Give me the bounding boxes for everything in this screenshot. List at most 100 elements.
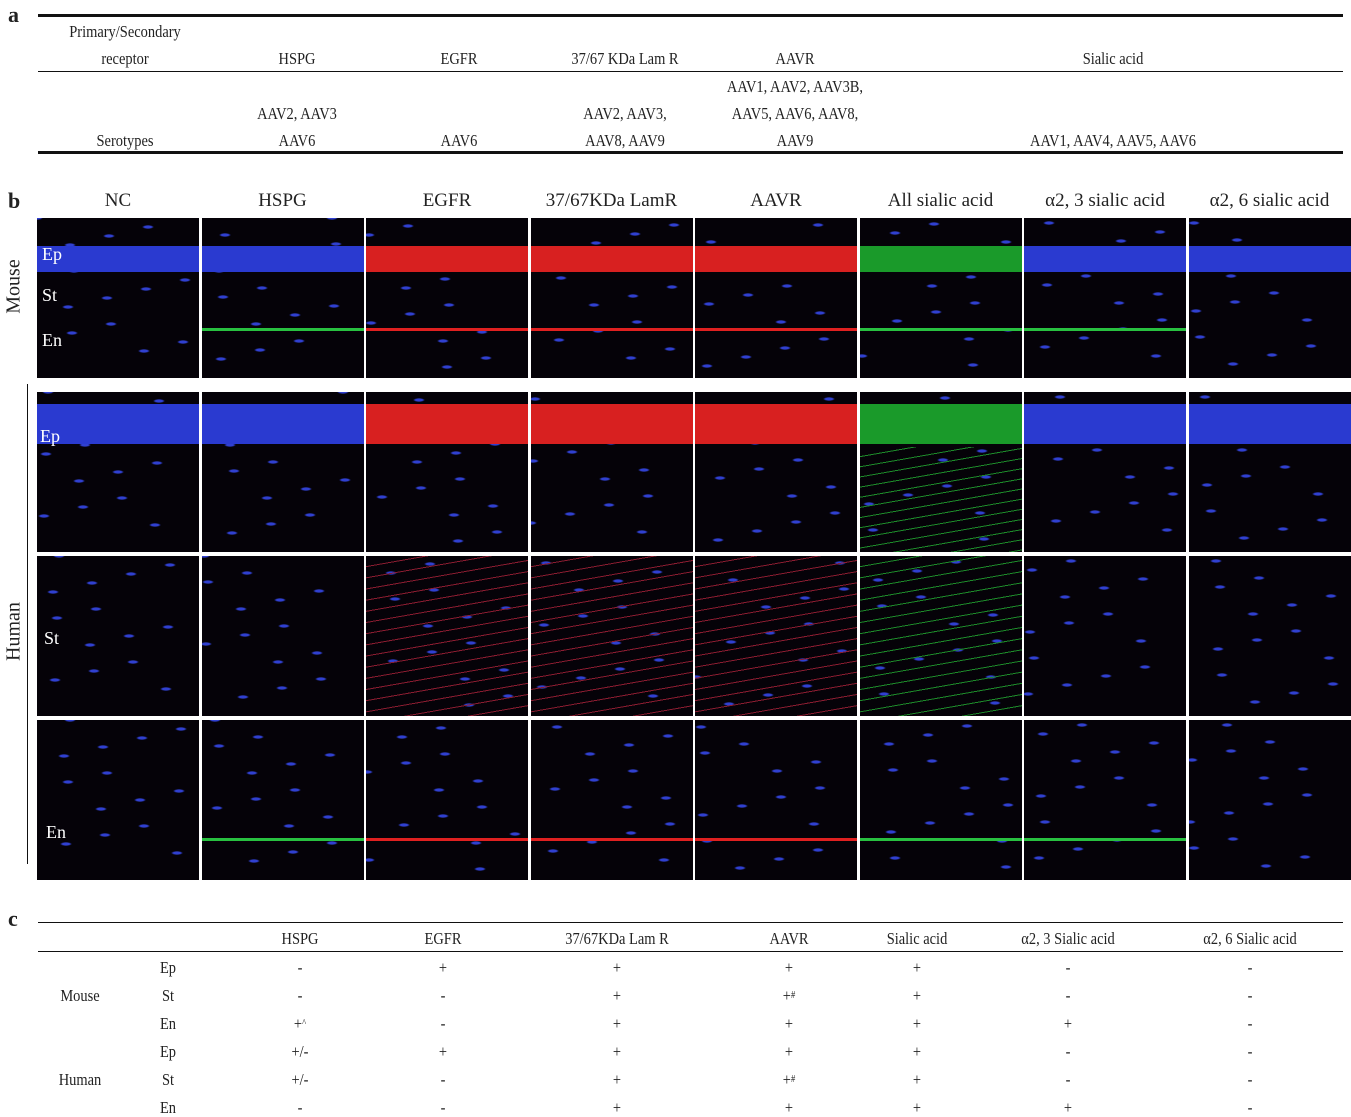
endothelium [202,838,364,841]
table-header: Sialic acid [986,18,1241,72]
epithelium [531,246,693,272]
micrograph [202,218,364,378]
rule [38,922,1343,923]
table-cell: +# [755,1065,823,1093]
epithelium [202,404,364,444]
epithelium [1189,246,1351,272]
table-cell: + [883,1065,951,1093]
table-cell: + [883,981,951,1009]
table-cell: - [1034,1065,1102,1093]
micrograph [366,392,528,552]
endothelium [531,328,693,331]
endothelium [1024,328,1186,331]
cell-text: + [783,982,791,1009]
micrograph [531,218,693,378]
micrograph [1189,218,1351,378]
micrograph [860,218,1022,378]
micrograph [860,392,1022,552]
layer-label: En [144,1009,192,1037]
table-cell: - [409,1093,477,1117]
micrograph [860,720,1022,880]
micrograph [202,556,364,716]
species-label: Human [38,1037,123,1117]
table-cell: + [583,1093,651,1117]
table-cell: - [1034,1037,1102,1065]
bracket [27,384,28,864]
micrograph [37,392,199,552]
table-cell: - [1216,1093,1284,1117]
table-cell: AAV2, AAV3, AAV8, AAV9 [574,72,676,154]
table-cell: + [755,953,823,981]
panel-label: b [8,188,20,214]
stroma-signal [860,556,1022,716]
table-cell: + [1034,1093,1102,1117]
endothelium [1024,838,1186,841]
table-cell: + [583,981,651,1009]
table-cell: + [883,953,951,981]
endothelium [531,838,693,841]
epithelium [860,404,1022,444]
micrograph [37,218,199,378]
table-cell: - [1216,953,1284,981]
epithelium [695,404,857,444]
endothelium [202,328,364,331]
table-cell: - [409,1065,477,1093]
endothelium [366,838,528,841]
table-cell: +/- [266,1065,334,1093]
micrograph [1024,720,1186,880]
table-header: AAVR [710,18,880,72]
layer-label: St [42,285,57,306]
column-header: AAVR [695,190,857,212]
micrograph [1189,392,1351,552]
table-cell: + [409,953,477,981]
epithelium [366,404,528,444]
table-cell: + [583,1065,651,1093]
column-header: HSPG [202,190,364,212]
column-header: 37/67KDa LamR [531,190,693,212]
micrograph [695,218,857,378]
micrograph [366,720,528,880]
table-cell: + [583,1009,651,1037]
table-cell: - [266,981,334,1009]
epithelium [695,246,857,272]
table-cell: - [1034,981,1102,1009]
species-label: Mouse [3,247,26,327]
layer-label: Ep [144,1037,192,1065]
micrograph [202,720,364,880]
endothelium [366,328,528,331]
column-header: NC [37,190,199,212]
layer-label: En [46,822,66,843]
endothelium [860,838,1022,841]
layer-label: St [44,628,59,649]
table-cell: AAV1, AAV4, AAV5, AAV6 [986,72,1241,154]
column-header: All sialic acid [860,190,1022,212]
table-cell: + [1034,1009,1102,1037]
layer-label: Ep [40,426,60,447]
micrograph [1024,218,1186,378]
table-header: EGFR [408,18,510,72]
epithelium [1024,404,1186,444]
layer-label: En [42,330,62,351]
table-cell: + [755,1093,823,1117]
table-cell: +^ [266,1009,334,1037]
table-header: Sialic acid [849,925,985,952]
epithelium [1189,404,1351,444]
epithelium [202,246,364,272]
epithelium [860,246,1022,272]
layer-label: St [144,1065,192,1093]
table-header: HSPG [232,925,368,952]
rule [38,14,1343,17]
table-cell: +/- [266,1037,334,1065]
micrograph [531,556,693,716]
panel-label: c [8,906,18,932]
epithelium [37,404,199,444]
table-cell: - [409,1009,477,1037]
stroma-signal [531,556,693,716]
endothelium [695,838,857,841]
table-cell: + [583,1037,651,1065]
micrograph [695,392,857,552]
epithelium [1024,246,1186,272]
table-header: 37/67KDa Lam R [549,925,685,952]
micrograph [531,720,693,880]
endothelium [695,328,857,331]
